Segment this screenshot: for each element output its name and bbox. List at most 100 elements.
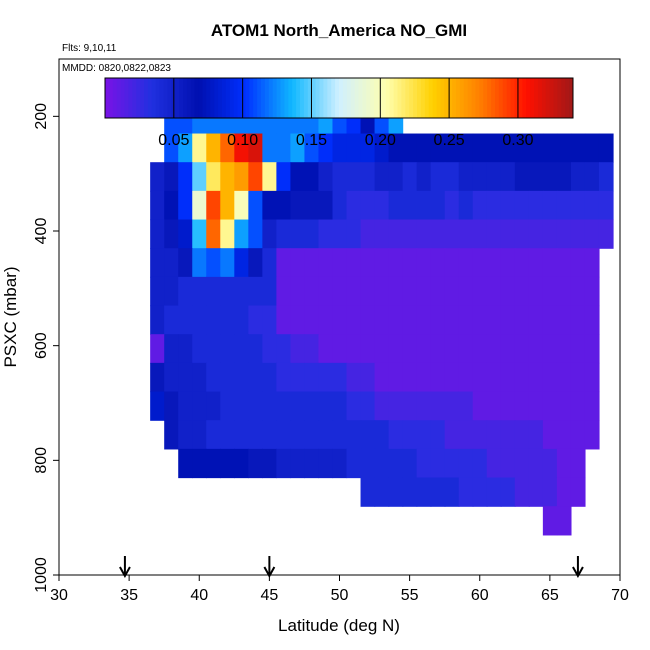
heatmap-cell (486, 420, 502, 450)
heatmap-cell (318, 334, 334, 364)
heatmap-cell (262, 362, 277, 393)
heatmap-cell (206, 190, 221, 221)
heatmap-cell (458, 448, 474, 479)
heatmap-cell (416, 420, 432, 450)
colorbar-segment (374, 78, 379, 118)
heatmap-cell (570, 362, 586, 393)
heatmap-cell (500, 162, 516, 192)
colorbar-segment (417, 78, 422, 118)
heatmap-cell (486, 190, 502, 221)
heatmap-cell (304, 190, 320, 221)
colorbar-segment (498, 78, 504, 118)
heatmap-cell (206, 219, 221, 249)
colorbar-segment (276, 78, 281, 118)
colorbar-segment (534, 78, 539, 118)
colorbar-segment (296, 78, 301, 118)
heatmap-cell (318, 219, 334, 249)
heatmap-cell (262, 305, 277, 335)
heatmap-cell (290, 420, 306, 450)
colorbar-segment (354, 78, 359, 118)
heatmap-cell (444, 190, 460, 221)
heatmap-cell (304, 391, 320, 421)
heatmap-cell (458, 391, 474, 421)
colorbar-segment (327, 78, 332, 118)
colorbar-tick-label: 0.05 (158, 132, 189, 149)
heatmap-cell (500, 420, 516, 450)
colorbar-segment (381, 78, 387, 118)
heatmap-cell (584, 391, 600, 421)
heatmap-cell (416, 477, 432, 507)
colorbar-tick-label: 0.25 (434, 132, 465, 149)
x-tick-label: 55 (401, 587, 419, 604)
heatmap-cell (430, 362, 446, 393)
heatmap-cell (374, 391, 390, 421)
colorbar-segment (366, 78, 371, 118)
heatmap-cell (430, 248, 446, 278)
heatmap-cell (374, 248, 390, 278)
colorbar-segment (561, 78, 566, 118)
colorbar-segment (397, 78, 402, 118)
heatmap-cell (472, 391, 488, 421)
heatmap-cell (164, 305, 179, 335)
colorbar-segment (132, 78, 137, 118)
heatmap-cell (360, 219, 376, 249)
colorbar-segment (479, 78, 484, 118)
heatmap-cell (430, 391, 446, 421)
heatmap-cell (528, 162, 544, 192)
heatmap-cell (472, 420, 488, 450)
heatmap-cell (542, 506, 558, 536)
colorbar-segment (362, 78, 367, 118)
heatmap-cell (178, 248, 193, 278)
x-axis-label: Latitude (deg N) (278, 616, 400, 635)
heatmap-cell (416, 219, 432, 249)
heatmap-cell (150, 362, 165, 393)
heatmap-cell (248, 420, 263, 450)
heatmap-cell (528, 219, 544, 249)
heatmap-cell (276, 334, 292, 364)
colorbar-segment (358, 78, 363, 118)
heatmap-cell (374, 334, 390, 364)
colorbar-segment (124, 78, 129, 118)
heatmap-cell (346, 305, 362, 335)
heatmap-cell (584, 276, 600, 307)
colorbar-segment (420, 78, 426, 118)
heatmap-cell (304, 219, 320, 249)
colorbar-segment (424, 78, 430, 118)
heatmap-cell (360, 334, 376, 364)
colorbar-segment (413, 78, 418, 118)
colorbar-segment (183, 78, 188, 118)
heatmap-cell (388, 305, 404, 335)
colorbar-segment (303, 78, 309, 118)
x-tick-label: 40 (190, 587, 208, 604)
heatmap-cell (444, 133, 460, 163)
heatmap-cell (528, 391, 544, 421)
colorbar-segment (198, 78, 203, 118)
colorbar-segment (319, 78, 324, 118)
heatmap-cell (374, 219, 390, 249)
colorbar-segment (409, 78, 414, 118)
heatmap-cell (234, 334, 249, 364)
heatmap-cell (192, 305, 207, 335)
colorbar-segment (537, 78, 543, 118)
heatmap-cell (248, 248, 263, 278)
heatmap-cell (234, 391, 249, 421)
heatmap-cell (374, 190, 390, 221)
heatmap-cell (262, 391, 277, 421)
heatmap-cell (542, 391, 558, 421)
heatmap-cell (262, 248, 277, 278)
colorbar-segment (541, 78, 547, 118)
heatmap-cell (290, 391, 306, 421)
heatmap-cell (430, 305, 446, 335)
colorbar-segment (225, 78, 231, 118)
heatmap-cell (318, 362, 334, 393)
heatmap-cell (416, 305, 432, 335)
heatmap-cell (290, 448, 306, 479)
colorbar-segment (323, 78, 328, 118)
heatmap-cell (514, 362, 530, 393)
heatmap-cell (346, 133, 362, 163)
heatmap-cell (150, 391, 165, 421)
colorbar-segment (144, 78, 149, 118)
colorbar-segment (522, 78, 527, 118)
heatmap-cell (360, 305, 376, 335)
heatmap-cell (262, 162, 277, 192)
